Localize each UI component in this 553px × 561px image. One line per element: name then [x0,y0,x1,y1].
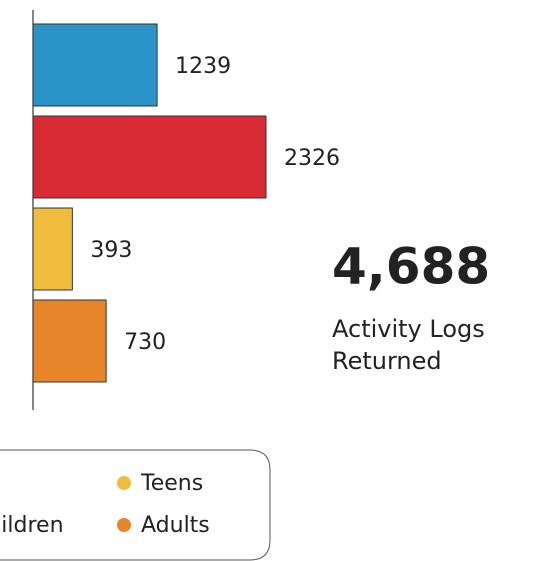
summary-label: Activity Logs [332,315,485,343]
legend-label: Children [0,513,64,538]
summary-value: 4,688 [332,238,490,296]
legend-dot [117,476,131,490]
legend-dot [117,518,131,532]
value-label: 2326 [284,146,340,171]
bar [32,115,267,199]
legend-label: Adults [141,513,210,538]
bar [32,207,73,291]
summary-label: Returned [332,347,442,375]
value-label: 393 [90,238,132,263]
legend-box [0,449,271,561]
legend-label: Teens [140,471,203,496]
value-label: 1239 [175,54,231,79]
bar [32,299,107,383]
value-label: 730 [124,330,166,355]
bar [32,23,158,107]
